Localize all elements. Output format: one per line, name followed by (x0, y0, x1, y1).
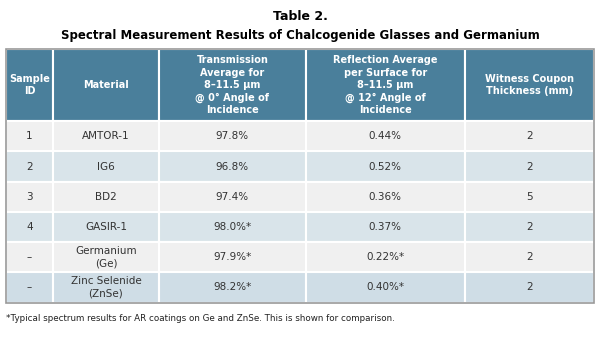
Text: 0.40%*: 0.40%* (366, 283, 404, 292)
Text: 2: 2 (526, 162, 533, 172)
Text: 2: 2 (526, 283, 533, 292)
Text: Sample
ID: Sample ID (9, 74, 50, 96)
Text: 0.44%: 0.44% (369, 131, 402, 141)
Text: GASIR-1: GASIR-1 (85, 222, 127, 232)
Text: 3: 3 (26, 192, 33, 202)
Text: 97.4%: 97.4% (216, 192, 249, 202)
Text: 0.37%: 0.37% (369, 222, 402, 232)
Text: 4: 4 (26, 222, 33, 232)
Text: Table 2.: Table 2. (272, 10, 328, 23)
Text: –: – (27, 252, 32, 262)
Text: 2: 2 (526, 222, 533, 232)
Text: 96.8%: 96.8% (216, 162, 249, 172)
Text: 2: 2 (26, 162, 33, 172)
Text: 98.0%*: 98.0%* (214, 222, 251, 232)
Text: BD2: BD2 (95, 192, 117, 202)
Text: Spectral Measurement Results of Chalcogenide Glasses and Germanium: Spectral Measurement Results of Chalcoge… (61, 29, 539, 42)
Text: 1: 1 (26, 131, 33, 141)
Text: –: – (27, 283, 32, 292)
Text: 2: 2 (526, 131, 533, 141)
Text: Reflection Average
per Surface for
8–11.5 μm
@ 12° Angle of
Incidence: Reflection Average per Surface for 8–11.… (333, 55, 437, 115)
Text: IG6: IG6 (97, 162, 115, 172)
Text: 5: 5 (526, 192, 533, 202)
Text: 0.22%*: 0.22%* (366, 252, 404, 262)
Text: *Typical spectrum results for AR coatings on Ge and ZnSe. This is shown for comp: *Typical spectrum results for AR coating… (6, 314, 395, 323)
Text: AMTOR-1: AMTOR-1 (82, 131, 130, 141)
Text: Zinc Selenide
(ZnSe): Zinc Selenide (ZnSe) (71, 276, 142, 298)
Text: 98.2%*: 98.2%* (213, 283, 251, 292)
Text: Germanium
(Ge): Germanium (Ge) (75, 246, 137, 268)
Text: 2: 2 (526, 252, 533, 262)
Text: 0.52%: 0.52% (369, 162, 402, 172)
Text: Material: Material (83, 80, 129, 90)
Text: Witness Coupon
Thickness (mm): Witness Coupon Thickness (mm) (485, 74, 574, 96)
Text: 97.9%*: 97.9%* (213, 252, 251, 262)
Text: 97.8%: 97.8% (216, 131, 249, 141)
Text: Transmission
Average for
8–11.5 μm
@ 0° Angle of
Incidence: Transmission Average for 8–11.5 μm @ 0° … (196, 55, 269, 115)
Text: 0.36%: 0.36% (369, 192, 402, 202)
